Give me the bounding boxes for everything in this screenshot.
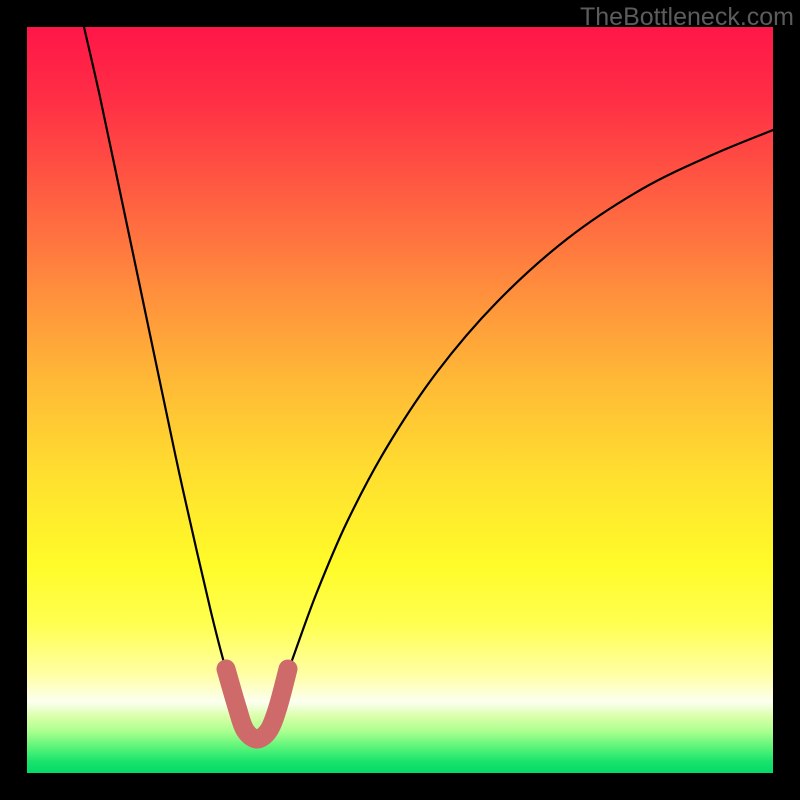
bottleneck-chart — [27, 27, 773, 773]
gradient-background — [27, 27, 773, 773]
watermark-text: TheBottleneck.com — [580, 3, 794, 32]
